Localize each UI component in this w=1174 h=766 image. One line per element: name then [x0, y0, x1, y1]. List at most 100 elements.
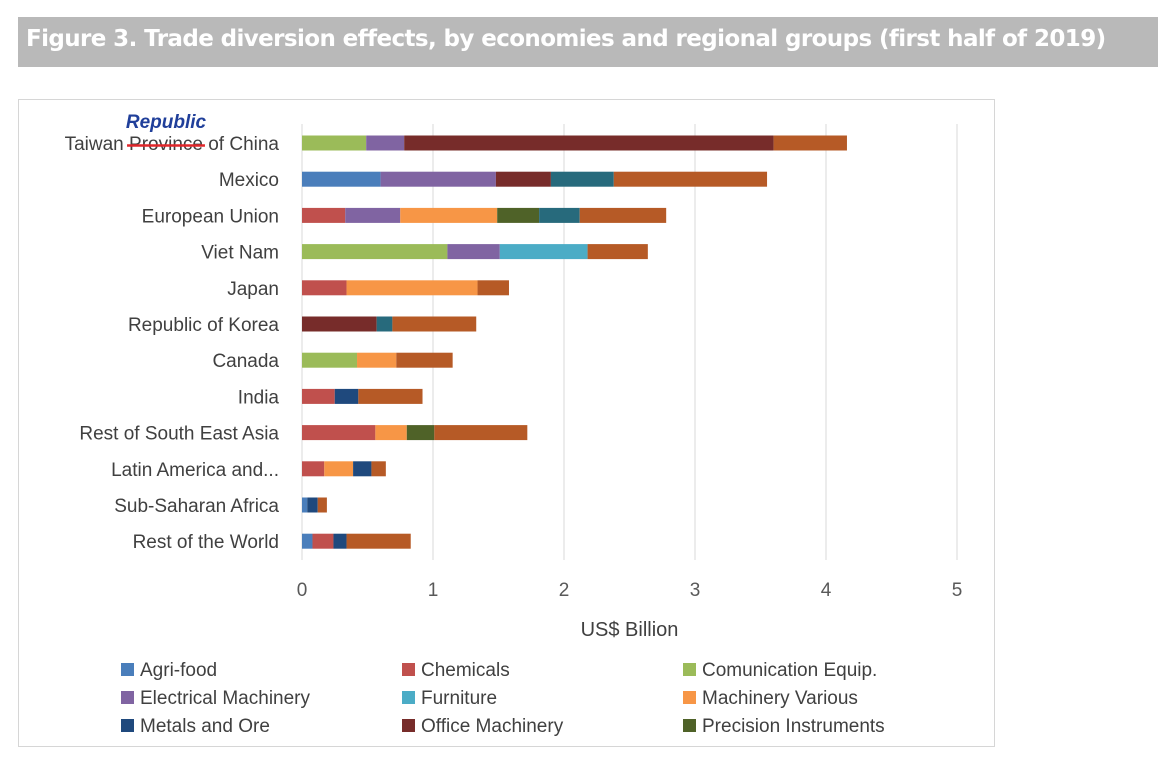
legend-item-chemicals: Chemicals: [402, 660, 510, 681]
bar-segment-other: [358, 388, 423, 404]
category-label: Viet Nam: [201, 243, 279, 264]
bar-segment-precision-instruments: [406, 425, 435, 441]
category-label: Japan: [227, 279, 279, 300]
legend-item-machinery-various: Machinery Various: [683, 688, 858, 709]
legend-swatch: [121, 691, 134, 704]
category-label: Latin America and...: [111, 460, 279, 481]
category-label: Canada: [212, 351, 279, 372]
bar-segment-machinery-various: [375, 425, 407, 441]
bar-segment-other: [346, 533, 411, 549]
bar-segment-comunication-equip: [302, 135, 367, 151]
bar-segment-metals-and-ore: [353, 461, 372, 477]
category-labels: Taiwan Province of China Mexico European U…: [65, 134, 280, 553]
bar-segment-other: [434, 425, 528, 441]
bar-segment-other: [773, 135, 847, 151]
x-tick-labels: 0 1 2 3 4 5: [297, 580, 963, 601]
bar-segment-chemicals: [302, 207, 346, 223]
bar-segment-machinery-various: [357, 352, 397, 368]
bar-segment-furniture: [499, 244, 588, 260]
bar-segment-other: [587, 244, 648, 260]
bar-segment-comunication-equip: [302, 352, 358, 368]
x-tick-label: 0: [297, 580, 308, 601]
chart-frame: [18, 99, 995, 747]
legend-item-agri-food: Agri-food: [121, 660, 217, 681]
bar-segment-chemicals: [312, 533, 334, 549]
bar-segment-chemicals: [302, 280, 347, 296]
legend-label: Office Machinery: [421, 716, 564, 737]
bar-segment-office-machinery: [495, 171, 551, 187]
legend-label: Metals and Ore: [140, 716, 270, 737]
bar-segment-communication-equip-continued: [376, 316, 393, 332]
bar-segment-chemicals: [302, 461, 325, 477]
legend-label: Machinery Various: [702, 688, 858, 709]
gridlines: [301, 124, 958, 560]
bar-segment-other: [371, 461, 386, 477]
legend-label: Precision Instruments: [702, 716, 885, 737]
legend-swatch: [121, 719, 134, 732]
legend-swatch: [683, 691, 696, 704]
legend-label: Electrical Machinery: [140, 688, 310, 709]
legend-label: Chemicals: [421, 660, 510, 681]
category-label: Mexico: [219, 170, 279, 191]
bar-segment-other: [579, 207, 667, 223]
bar-segment-machinery-various: [346, 280, 478, 296]
bar-segment-machinery-various: [400, 207, 498, 223]
legend-item-furniture: Furniture: [402, 688, 497, 709]
legend-swatch: [402, 663, 415, 676]
bar-segment-chemicals: [302, 425, 376, 441]
bar-segment-office-machinery: [404, 135, 774, 151]
bar-segment-other: [613, 171, 768, 187]
bar-segment-office-machinery: [302, 316, 377, 332]
bar-segment-metals-and-ore: [333, 533, 347, 549]
bar-segment-agri-food: [302, 533, 313, 549]
x-tick-label: 3: [690, 580, 701, 601]
replacement-word: Republic: [126, 112, 207, 133]
bar-segment-chemicals: [302, 388, 335, 404]
legend-label: Comunication Equip.: [702, 660, 877, 681]
category-annotation: Republic: [126, 112, 207, 147]
legend-swatch: [121, 663, 134, 676]
figure-title: Figure 3. Trade diversion effects, by ec…: [26, 26, 1106, 52]
bar-segment-metals-and-ore: [307, 497, 318, 513]
x-tick-label: 2: [559, 580, 570, 601]
figure-title-bar: Figure 3. Trade diversion effects, by ec…: [18, 17, 1158, 67]
legend-item-electrical-machinery: Electrical Machinery: [121, 688, 310, 709]
category-label: Sub-Saharan Africa: [114, 496, 279, 517]
bar-segment-other: [317, 497, 327, 513]
bar-segment-metals-and-ore: [334, 388, 359, 404]
legend-swatch: [402, 719, 415, 732]
x-tick-label: 5: [952, 580, 963, 601]
legend-label: Agri-food: [140, 660, 217, 681]
x-tick-label: 4: [821, 580, 832, 601]
bar-segment-comunication-equip: [302, 244, 448, 260]
bar-segment-electrical-machinery: [380, 171, 496, 187]
bar-segment-communication-equip-continued: [550, 171, 614, 187]
category-label: Rest of the World: [133, 532, 279, 553]
bar-segment-electrical-machinery: [366, 135, 405, 151]
bars: [302, 135, 847, 549]
x-axis-title: US$ Billion: [581, 619, 679, 641]
legend-swatch: [683, 663, 696, 676]
category-label: Rest of South East Asia: [79, 424, 279, 445]
bar-segment-agri-food: [302, 171, 381, 187]
bar-segment-other: [396, 352, 453, 368]
legend-swatch: [402, 691, 415, 704]
bar-segment-other: [392, 316, 477, 332]
bar-segment-communication-equip-continued: [539, 207, 580, 223]
category-label: Republic of Korea: [128, 315, 279, 336]
legend-label: Furniture: [421, 688, 497, 709]
bar-segment-machinery-various: [324, 461, 354, 477]
category-label: European Union: [142, 206, 279, 227]
x-tick-label: 1: [428, 580, 439, 601]
legend-item-metals-and-ore: Metals and Ore: [121, 716, 270, 737]
bar-segment-precision-instruments: [497, 207, 540, 223]
bar-segment-agri-food: [302, 497, 308, 513]
legend-swatch: [683, 719, 696, 732]
legend-item-precision-instruments: Precision Instruments: [683, 716, 885, 737]
bar-segment-electrical-machinery: [447, 244, 500, 260]
category-label: Taiwan Province of China: [65, 134, 280, 155]
bar-segment-other: [477, 280, 509, 296]
legend: Agri-food Chemicals Comunication Equip. Ele…: [121, 660, 885, 737]
legend-item-comunication-equip: Comunication Equip.: [683, 660, 877, 681]
